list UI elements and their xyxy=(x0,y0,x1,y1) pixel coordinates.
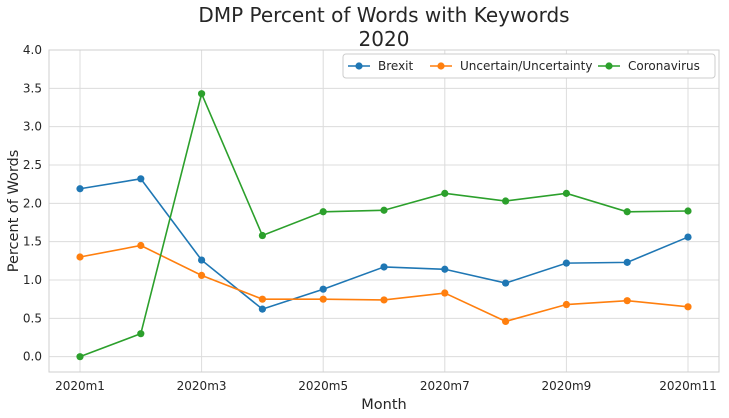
legend-entry: Brexit xyxy=(348,59,414,73)
legend: Brexit Uncertain/Uncertainty Coronavirus xyxy=(342,53,716,79)
data-point xyxy=(76,185,84,193)
data-point xyxy=(684,303,692,311)
grid-layer xyxy=(49,49,719,372)
data-point xyxy=(258,231,266,240)
legend-label: Coronavirus xyxy=(628,59,700,73)
data-point xyxy=(502,317,510,325)
y-tick-label: 2.0 xyxy=(23,196,42,210)
legend-entry: Uncertain/Uncertainty xyxy=(430,59,592,73)
data-point xyxy=(623,258,631,266)
y-tick-label: 3.0 xyxy=(23,120,42,134)
data-point xyxy=(137,175,145,183)
y-tick-label: 4.0 xyxy=(23,43,42,57)
data-point xyxy=(502,197,510,205)
series-coronavirus xyxy=(76,90,692,361)
y-tick-label: 3.5 xyxy=(23,81,42,95)
data-point xyxy=(76,253,84,261)
data-point xyxy=(441,265,449,273)
data-point xyxy=(623,208,631,216)
data-point xyxy=(441,289,449,297)
plot-frame xyxy=(48,49,720,373)
x-tick-label: 2020m7 xyxy=(420,379,470,393)
y-axis-label: Percent of Words xyxy=(6,150,22,273)
x-tick-label: 2020m5 xyxy=(298,379,348,393)
data-point xyxy=(562,259,571,267)
data-point xyxy=(562,300,571,309)
legend-marker xyxy=(605,62,613,70)
data-point xyxy=(562,189,571,197)
data-point xyxy=(319,295,327,303)
data-point xyxy=(137,330,145,338)
data-point xyxy=(137,241,145,250)
chart-title-line2: 2020 xyxy=(359,27,410,51)
data-point xyxy=(623,297,631,305)
data-point xyxy=(258,295,266,303)
tick-labels: 0.0 0.5 1.0 1.5 2.0 2.5 3.0 3.5 4.0 2020m1 2020m3 2… xyxy=(23,43,717,393)
y-tick-label: 1.5 xyxy=(23,235,42,249)
legend-entry: Coronavirus xyxy=(598,59,700,73)
y-tick-label: 0.0 xyxy=(23,350,42,364)
x-tick-label: 2020m3 xyxy=(177,379,227,393)
data-point xyxy=(258,305,266,313)
series-line xyxy=(79,244,689,323)
series-uncertain-uncertainty xyxy=(76,241,692,325)
data-point xyxy=(441,189,449,197)
data-point xyxy=(380,296,388,304)
data-point xyxy=(198,256,206,264)
series-line xyxy=(79,91,689,358)
data-point xyxy=(198,271,206,279)
x-axis-label: Month xyxy=(361,397,406,413)
data-point xyxy=(76,353,84,361)
legend-marker xyxy=(437,62,445,70)
series-layer xyxy=(76,90,692,361)
x-tick-label: 2020m1 xyxy=(55,379,105,393)
data-point xyxy=(684,233,692,241)
series-brexit xyxy=(76,175,692,313)
series-line xyxy=(79,177,689,311)
data-point xyxy=(380,206,388,214)
legend-label: Uncertain/Uncertainty xyxy=(460,59,592,73)
y-tick-label: 2.5 xyxy=(23,158,42,172)
data-point xyxy=(319,208,327,216)
data-point xyxy=(684,207,692,215)
legend-label: Brexit xyxy=(378,59,414,73)
legend-box xyxy=(342,53,716,79)
data-point xyxy=(380,263,388,271)
data-point xyxy=(502,279,510,287)
legend-marker xyxy=(355,62,363,70)
x-tick-label: 2020m9 xyxy=(541,379,591,393)
data-point xyxy=(198,90,206,98)
y-tick-label: 1.0 xyxy=(23,273,42,287)
y-tick-label: 0.5 xyxy=(23,311,42,325)
x-tick-label: 2020m11 xyxy=(659,379,717,393)
data-point xyxy=(319,285,327,293)
chart-title-line1: DMP Percent of Words with Keywords xyxy=(198,3,569,27)
